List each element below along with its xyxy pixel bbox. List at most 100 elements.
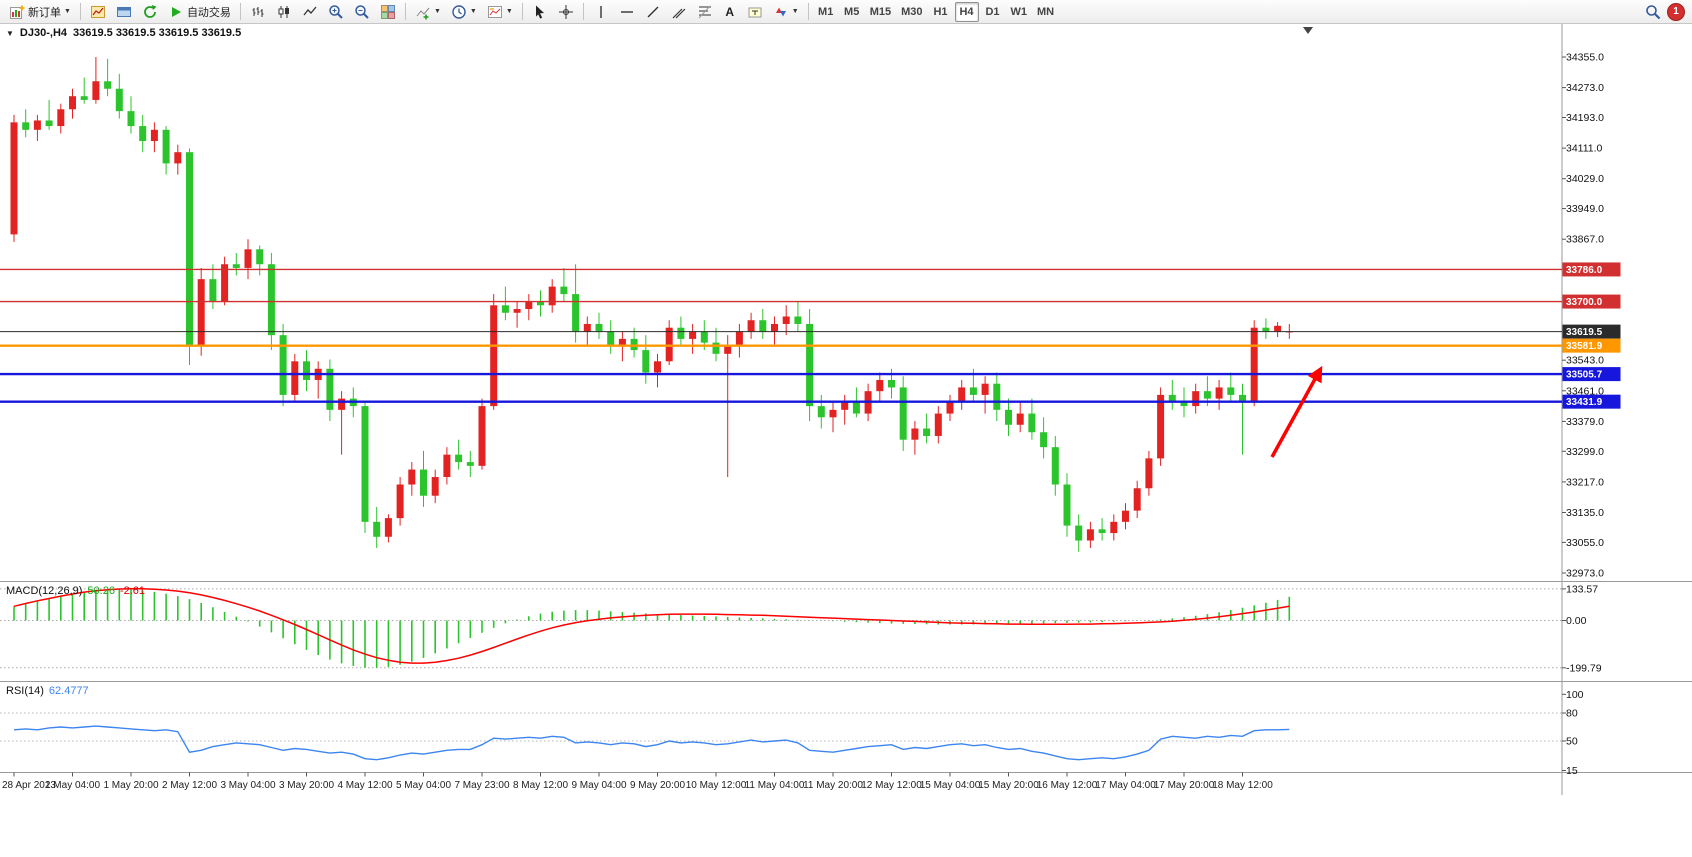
trendline-button[interactable] bbox=[641, 2, 665, 22]
date-label: 9 May 20:00 bbox=[630, 780, 685, 791]
price-tick-label: 33135.0 bbox=[1566, 507, 1604, 519]
date-label: 12 May 12:00 bbox=[861, 780, 922, 791]
timeframe-m30-button[interactable]: M30 bbox=[901, 5, 923, 18]
candle bbox=[642, 335, 650, 384]
trend-arrow-annotation[interactable] bbox=[1270, 365, 1323, 458]
timeframe-w1-button[interactable]: W1 bbox=[1010, 5, 1028, 18]
one-click-collapse-icon[interactable]: ▼ bbox=[6, 28, 14, 38]
chart-shift-marker-icon[interactable] bbox=[1303, 27, 1313, 34]
timeframe-m5-button[interactable]: M5 bbox=[844, 5, 860, 18]
arrows-button[interactable]: ▼ bbox=[769, 2, 803, 22]
candle bbox=[478, 398, 486, 470]
timeframe-m1-button[interactable]: M1 bbox=[818, 5, 834, 18]
chevron-down-icon: ▼ bbox=[433, 8, 441, 15]
candle bbox=[1274, 322, 1282, 338]
candle bbox=[1122, 503, 1129, 530]
candle bbox=[525, 294, 533, 321]
search-icon bbox=[1646, 4, 1661, 19]
candle bbox=[139, 114, 147, 153]
templates-button[interactable]: ▼ bbox=[483, 2, 517, 22]
crosshair-button[interactable] bbox=[554, 2, 578, 22]
line-chart-button[interactable] bbox=[298, 2, 322, 22]
trendline-icon bbox=[647, 6, 659, 17]
refresh-button[interactable] bbox=[138, 2, 162, 22]
candle bbox=[911, 421, 919, 455]
tile-windows-button[interactable] bbox=[376, 2, 400, 22]
candlestick-chart-icon bbox=[278, 5, 289, 18]
candle bbox=[735, 323, 743, 358]
rsi-axis-label: 15 bbox=[1566, 765, 1578, 777]
date-label: 5 May 04:00 bbox=[396, 780, 451, 791]
template-icon bbox=[487, 5, 502, 18]
candle bbox=[899, 376, 907, 451]
candle bbox=[1098, 518, 1106, 541]
macd-signal-value: -2.61 bbox=[119, 585, 146, 597]
bar-chart-button[interactable] bbox=[246, 2, 270, 22]
cursor-button[interactable] bbox=[528, 2, 552, 22]
candle bbox=[1086, 521, 1094, 548]
zoom-out-button[interactable] bbox=[350, 2, 374, 22]
profiles-button[interactable] bbox=[112, 2, 136, 22]
candle bbox=[314, 361, 322, 399]
macd-axis-label: -199.79 bbox=[1566, 662, 1602, 674]
candle bbox=[782, 305, 790, 336]
notification-badge[interactable]: 1 bbox=[1667, 2, 1685, 21]
rsi-axis-label: 50 bbox=[1566, 736, 1578, 748]
text-label-icon bbox=[748, 7, 762, 17]
candle bbox=[197, 267, 205, 356]
chevron-down-icon: ▼ bbox=[64, 8, 71, 15]
text-label-button[interactable] bbox=[743, 2, 767, 22]
new-order-button[interactable]: 新订单 ▼ bbox=[5, 2, 75, 22]
timeframe-m15-button[interactable]: M15 bbox=[869, 5, 892, 18]
rsi-name: RSI(14) bbox=[6, 685, 44, 697]
vertical-line-button[interactable] bbox=[589, 2, 613, 22]
candle bbox=[279, 323, 287, 407]
price-tick-label: 33299.0 bbox=[1566, 446, 1604, 458]
text-button[interactable]: A bbox=[719, 2, 741, 22]
candle bbox=[958, 379, 966, 410]
price-badge-label: 33700.0 bbox=[1566, 297, 1603, 308]
crosshair-icon bbox=[558, 4, 573, 19]
timeframe-h4-button[interactable]: H4 bbox=[954, 1, 979, 22]
timeframe-d1-button[interactable]: D1 bbox=[985, 5, 1000, 18]
candle bbox=[443, 447, 451, 485]
candlestick-chart-button[interactable] bbox=[272, 2, 296, 22]
toolbar-separator bbox=[404, 3, 406, 20]
candle bbox=[303, 350, 310, 392]
zoom-in-button[interactable] bbox=[324, 2, 348, 22]
fibonacci-button[interactable] bbox=[693, 2, 717, 22]
candle bbox=[69, 88, 76, 119]
candle bbox=[291, 353, 299, 403]
indicators-button[interactable]: ▼ bbox=[411, 2, 445, 22]
timeframe-h1-button[interactable]: H1 bbox=[933, 5, 948, 18]
horizontal-line-button[interactable] bbox=[615, 2, 639, 22]
new-order-icon bbox=[10, 5, 25, 19]
candle bbox=[396, 477, 404, 526]
candle bbox=[1157, 387, 1165, 466]
macd-main-value: 50.26 bbox=[87, 585, 115, 597]
date-label: 28 Apr 2023 bbox=[2, 780, 56, 791]
price-badge-label: 33619.5 bbox=[1566, 327, 1603, 338]
search-button[interactable] bbox=[1641, 2, 1665, 22]
autotrading-button[interactable]: 自动交易 bbox=[164, 2, 235, 22]
candle bbox=[466, 450, 474, 478]
autotrading-play-icon bbox=[171, 6, 181, 17]
candle bbox=[1005, 398, 1012, 436]
periods-button[interactable]: ▼ bbox=[447, 2, 481, 22]
channel-button[interactable] bbox=[667, 2, 691, 22]
arrows-shapes-icon bbox=[775, 7, 786, 16]
timeframe-mn-button[interactable]: MN bbox=[1037, 5, 1055, 18]
toolbar-separator bbox=[521, 3, 523, 20]
toolbar-separator bbox=[239, 3, 241, 20]
candle bbox=[174, 144, 182, 175]
chevron-down-icon: ▼ bbox=[469, 8, 477, 15]
new-chart-button[interactable] bbox=[86, 2, 110, 22]
candle bbox=[759, 309, 767, 339]
macd-name: MACD(12,26,9) bbox=[6, 585, 83, 597]
candle bbox=[630, 327, 638, 358]
symbol-period-label: DJ30-,H4 bbox=[19, 27, 67, 39]
candle bbox=[1168, 379, 1176, 410]
candle bbox=[127, 96, 135, 134]
price-tick-label: 33949.0 bbox=[1566, 203, 1604, 215]
